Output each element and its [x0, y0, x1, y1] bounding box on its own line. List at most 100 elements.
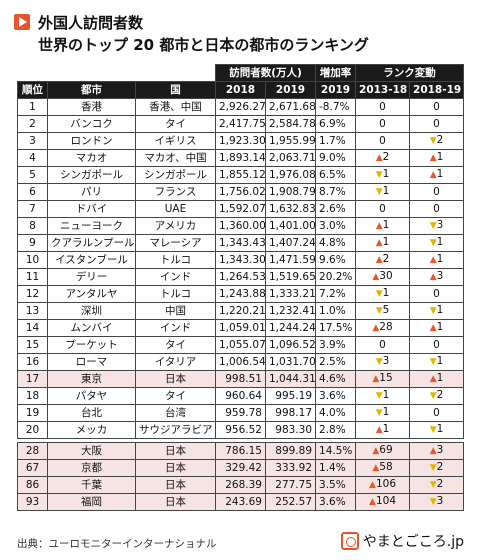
cell-growth: 9.6%: [315, 251, 357, 269]
cell-rc-2018-19: ▼1: [409, 302, 465, 320]
cell-city: 千葉: [47, 476, 136, 494]
cell-rc-2018-19: ▼1: [409, 421, 465, 439]
header-2019: 2019: [264, 81, 317, 99]
header-2018: 2018: [215, 81, 266, 99]
cell-rank: 93: [17, 493, 48, 511]
header-country: 国: [135, 81, 216, 99]
header-rank-change: ランク変動: [355, 64, 465, 82]
cell-2018: 1,055.07: [215, 336, 266, 354]
cell-2018: 1,243.88: [215, 285, 266, 303]
up-arrow-icon: ▲: [429, 272, 437, 282]
cell-city: イスタンブール: [47, 251, 136, 269]
down-arrow-icon: ▼: [375, 357, 383, 367]
cell-2018: 329.42: [215, 459, 266, 477]
table-row: 2 バンコク タイ 2,417.75 2,584.78 6.9% 0 0: [17, 115, 465, 133]
rank-change-value: 0: [379, 202, 386, 215]
cell-rc-2018-19: ▲1: [409, 319, 465, 337]
cell-rc-2018-19: 0: [409, 336, 465, 354]
cell-growth: 14.5%: [315, 442, 357, 460]
cell-city: 大阪: [47, 442, 136, 460]
cell-rc-2013-18: ▼1: [355, 404, 411, 422]
cell-2018: 1,343.43: [215, 234, 266, 252]
cell-rc-2013-18: ▲2: [355, 251, 411, 269]
down-arrow-icon: ▼: [429, 497, 437, 507]
cell-2019: 998.17: [264, 404, 317, 422]
table-row: 18 パタヤ タイ 960.64 995.19 3.6% ▼1 ▼2: [17, 387, 465, 405]
cell-growth: 17.5%: [315, 319, 357, 337]
cell-growth: 3.0%: [315, 217, 357, 235]
cell-rank: 19: [17, 404, 48, 422]
cell-growth: 6.5%: [315, 166, 357, 184]
cell-rc-2018-19: 0: [409, 285, 465, 303]
cell-city: デリー: [47, 268, 136, 286]
cell-rc-2018-19: ▲1: [409, 166, 465, 184]
cell-2018: 1,855.12: [215, 166, 266, 184]
rank-change-value: 0: [433, 287, 440, 300]
cell-city: パリ: [47, 183, 136, 201]
cell-city: ロンドン: [47, 132, 136, 150]
cell-city: 東京: [47, 370, 136, 388]
table-body: 1 香港 香港、中国 2,926.27 2,671.68 -8.7% 0 0 2 バンコク タイ 2,…: [17, 98, 465, 511]
header-rc-2018-19: 2018-19: [409, 81, 465, 99]
up-arrow-icon: ▲: [375, 153, 383, 163]
cell-rank: 15: [17, 336, 48, 354]
cell-rc-2018-19: 0: [409, 98, 465, 116]
cell-growth: 3.9%: [315, 336, 357, 354]
table-row: 1 香港 香港、中国 2,926.27 2,671.68 -8.7% 0 0: [17, 98, 465, 116]
cell-rank: 13: [17, 302, 48, 320]
cell-rc-2013-18: ▲1: [355, 234, 411, 252]
cell-rank: 67: [17, 459, 48, 477]
cell-country: インド: [135, 268, 216, 286]
header-city: 都市: [47, 81, 136, 99]
play-icon: [14, 14, 30, 30]
cell-rc-2018-19: 0: [409, 183, 465, 201]
table-row: 4 マカオ マカオ、中国 1,893.14 2,063.71 9.0% ▲2 ▲1: [17, 149, 465, 167]
page-subtitle: 世界のトップ 20 都市と日本の都市のランキング: [38, 36, 369, 54]
cell-city: ローマ: [47, 353, 136, 371]
rank-change-value: 3: [436, 270, 444, 282]
table-row: 28 大阪 日本 786.15 899.89 14.5% ▲69 ▲3: [17, 442, 465, 460]
up-arrow-icon: ▲: [429, 170, 437, 180]
cell-country: 中国: [135, 302, 216, 320]
cell-city: プーケット: [47, 336, 136, 354]
cell-rank: 12: [17, 285, 48, 303]
rank-change-value: 2: [436, 134, 444, 146]
cell-rc-2013-18: ▼5: [355, 302, 411, 320]
cell-2018: 1,059.01: [215, 319, 266, 337]
down-arrow-icon: ▼: [429, 221, 437, 231]
rank-change-value: 0: [433, 117, 440, 130]
table-row: 19 台北 台湾 959.78 998.17 4.0% ▼1 0: [17, 404, 465, 422]
up-arrow-icon: ▲: [429, 153, 437, 163]
table-row: 93 福岡 日本 243.69 252.57 3.6% ▲104 ▼3: [17, 493, 465, 511]
cell-city: ドバイ: [47, 200, 136, 218]
rank-change-value: 1: [436, 423, 444, 435]
cell-2018: 960.64: [215, 387, 266, 405]
cell-rank: 9: [17, 234, 48, 252]
cell-growth: 20.2%: [315, 268, 357, 286]
table-row: 11 デリー インド 1,264.53 1,519.65 20.2% ▲30 ▲3: [17, 268, 465, 286]
cell-city: 京都: [47, 459, 136, 477]
cell-rc-2018-19: ▲1: [409, 149, 465, 167]
cell-rc-2018-19: 0: [409, 404, 465, 422]
cell-rank: 2: [17, 115, 48, 133]
cell-country: 香港、中国: [135, 98, 216, 116]
cell-city: アンタルヤ: [47, 285, 136, 303]
cell-country: イタリア: [135, 353, 216, 371]
table-row: 20 メッカ サウジアラビア 956.52 983.30 2.8% ▲1 ▼1: [17, 421, 465, 439]
header-growth: 増加率: [315, 64, 357, 82]
rank-change-value: 106: [375, 478, 396, 490]
cell-2019: 1,908.79: [264, 183, 317, 201]
down-arrow-icon: ▼: [375, 408, 383, 418]
up-arrow-icon: ▲: [369, 480, 376, 490]
brand-icon: [340, 532, 359, 550]
up-arrow-icon: ▲: [372, 272, 380, 282]
cell-growth: 3.6%: [315, 493, 357, 511]
down-arrow-icon: ▼: [429, 463, 437, 473]
cell-rc-2013-18: ▲15: [355, 370, 411, 388]
cell-city: ムンバイ: [47, 319, 136, 337]
cell-2018: 786.15: [215, 442, 266, 460]
cell-growth: 9.0%: [315, 149, 357, 167]
cell-rank: 17: [17, 370, 48, 388]
cell-2019: 1,044.31: [264, 370, 317, 388]
cell-rc-2018-19: ▲3: [409, 442, 465, 460]
